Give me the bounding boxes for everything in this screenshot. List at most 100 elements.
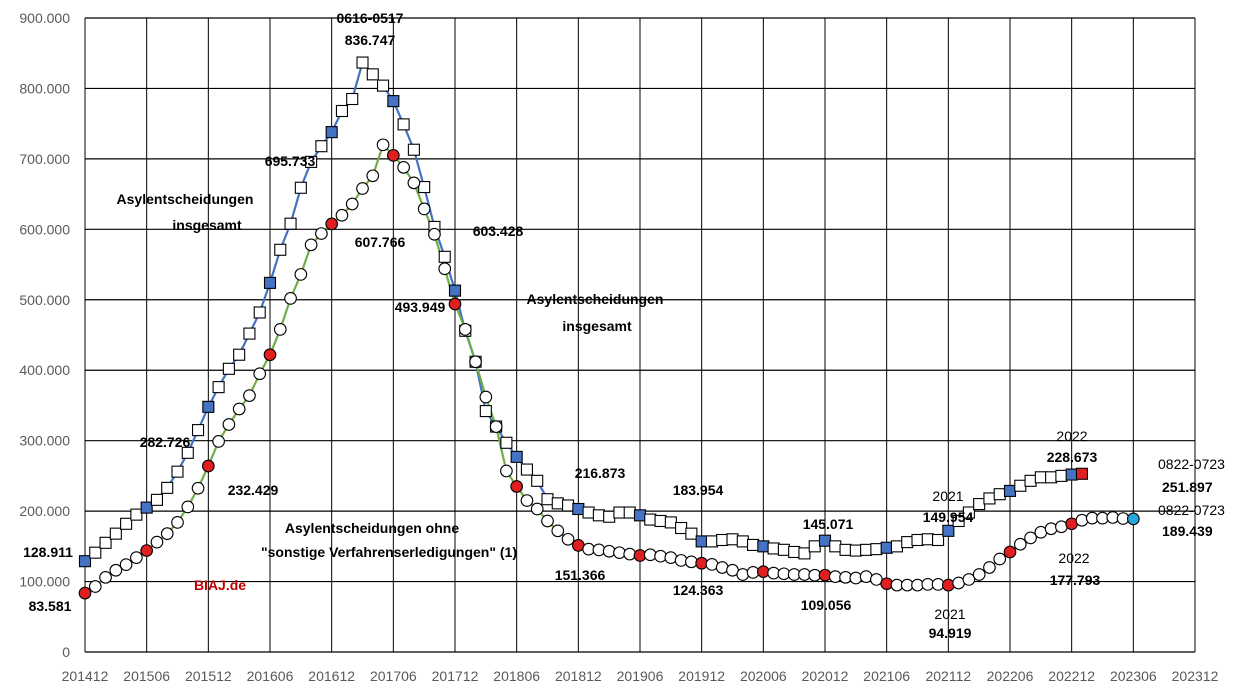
marker-total (603, 510, 616, 523)
marker-total (418, 181, 431, 194)
marker-ohne (1075, 513, 1089, 527)
marker-total (808, 540, 821, 553)
marker-total (757, 540, 770, 553)
x-tick-label: 201706 (370, 668, 417, 684)
x-tick-label: 202012 (802, 668, 849, 684)
marker-total (962, 506, 975, 519)
marker-ohne (201, 459, 215, 473)
marker-ohne (428, 227, 441, 241)
marker-ohne (160, 527, 174, 541)
marker-total (726, 533, 739, 546)
marker-total (222, 362, 235, 375)
marker-total (150, 493, 163, 506)
annotation-label: 145.071 (803, 516, 854, 532)
x-tick-label: 202106 (863, 668, 910, 684)
annotation-label: 836.747 (345, 32, 396, 48)
annotation-label: 83.581 (29, 598, 72, 614)
x-tick-label: 201806 (493, 668, 540, 684)
x-tick-label: 201712 (432, 668, 479, 684)
marker-total (325, 126, 338, 139)
marker-ohne (284, 292, 297, 305)
marker-ohne (674, 554, 688, 567)
marker-total (438, 250, 451, 263)
marker-total (233, 348, 246, 361)
marker-ohne (530, 502, 544, 516)
marker-total (387, 95, 400, 108)
marker-total (890, 540, 903, 553)
marker-ohne (366, 169, 380, 183)
marker-total (623, 506, 636, 519)
marker-ohne (315, 227, 328, 240)
marker-total (747, 538, 760, 551)
marker-total (1045, 471, 1058, 484)
annotation-label: 0616-0517 (337, 10, 404, 26)
x-tick-label: 202206 (987, 668, 1034, 684)
marker-ohne (983, 561, 996, 574)
marker-ohne (130, 551, 143, 564)
annotation-label: 251.897 (1162, 479, 1213, 495)
marker-ohne (962, 573, 976, 586)
marker-total (973, 498, 986, 511)
x-tick-label: 201612 (308, 668, 355, 684)
marker-total (993, 488, 1006, 501)
marker-total (921, 533, 934, 546)
marker-total (562, 499, 575, 512)
annotation-label: Asylentscheidungen ohne (285, 520, 459, 536)
marker-ohne (736, 568, 750, 581)
y-tick-label: 200.000 (19, 503, 70, 519)
x-tick-label: 201412 (62, 668, 109, 684)
marker-ohne (541, 514, 554, 528)
marker-ohne (140, 544, 154, 557)
annotation-label: Asylentscheidungen (117, 191, 254, 207)
marker-ohne (294, 268, 308, 281)
x-tick-label: 202006 (740, 668, 787, 684)
marker-total (952, 514, 965, 528)
marker-total (829, 540, 842, 553)
marker-total (181, 446, 194, 459)
marker-ohne (325, 217, 339, 231)
marker-ohne (500, 464, 513, 478)
marker-total (510, 450, 523, 463)
marker-ohne (818, 568, 832, 582)
marker-total (243, 327, 256, 340)
marker-ohne (1013, 537, 1027, 551)
marker-ohne (1003, 545, 1017, 559)
y-tick-label: 0 (62, 644, 70, 660)
x-tick-label: 202112 (925, 668, 971, 684)
marker-total (192, 424, 205, 437)
marker-total (335, 104, 348, 118)
marker-ohne (654, 549, 667, 563)
marker-ohne (685, 555, 698, 569)
marker-ohne (119, 558, 133, 571)
marker-total (633, 509, 647, 522)
marker-ohne (263, 348, 277, 362)
marker-total (901, 536, 914, 549)
marker-total (767, 542, 780, 555)
annotation-label: 216.873 (575, 465, 626, 481)
marker-total (592, 509, 605, 522)
marker-ohne (941, 578, 955, 592)
annotation-label: 603.428 (473, 223, 524, 239)
marker-total (983, 492, 996, 505)
marker-total (1014, 479, 1027, 492)
marker-total (274, 243, 287, 256)
annotation-label: 177.793 (1050, 572, 1101, 588)
marker-total (140, 501, 153, 514)
marker-total (130, 508, 143, 521)
marker-ohne (356, 182, 369, 195)
marker-total (716, 533, 729, 547)
marker-total (932, 533, 945, 547)
marker-total (860, 543, 873, 556)
annotation-label: insgesamt (562, 318, 632, 334)
marker-total (849, 544, 862, 557)
marker-total (294, 181, 307, 194)
marker-total (212, 381, 225, 394)
x-tick-label: 201906 (617, 668, 664, 684)
marker-ohne (448, 297, 462, 311)
marker-ohne (1126, 512, 1140, 526)
marker-total (675, 521, 688, 535)
marker-total (253, 306, 266, 319)
marker-total (366, 68, 379, 81)
annotation-label: 2022 (1058, 550, 1089, 566)
marker-total (161, 481, 174, 494)
